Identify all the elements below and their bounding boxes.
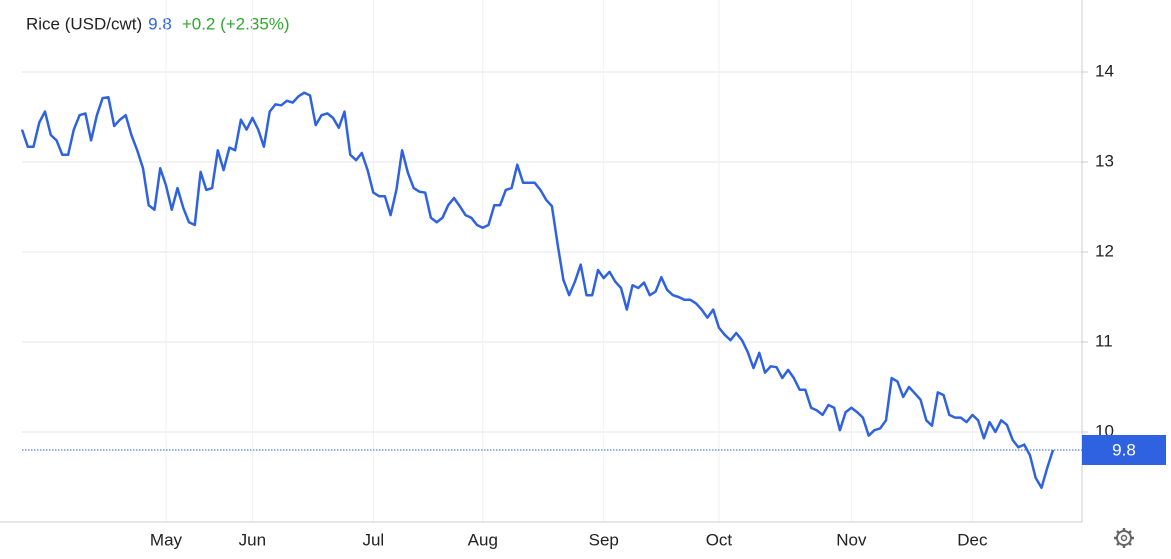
chart-title: Rice (USD/cwt) <box>26 14 142 33</box>
price-line <box>20 91 1055 490</box>
x-tick-label: May <box>150 530 183 549</box>
y-tick-label: 11 <box>1095 331 1113 350</box>
gear-hub <box>1120 534 1128 542</box>
x-tick-label: Dec <box>957 530 988 549</box>
x-tick-label: Jun <box>239 530 266 549</box>
x-tick-label: Jul <box>362 530 384 549</box>
x-tick-label: Aug <box>468 530 498 549</box>
y-tick-label: 13 <box>1095 151 1114 170</box>
y-tick-label: 14 <box>1095 61 1114 80</box>
x-tick-label: Sep <box>589 530 619 549</box>
header-change: +0.2 (+2.35%) <box>182 14 290 33</box>
gear-teeth <box>1114 528 1134 548</box>
x-tick-label: Oct <box>706 530 733 549</box>
y-tick-label: 12 <box>1095 241 1114 260</box>
settings-icon[interactable] <box>1114 528 1134 548</box>
last-price-label: 9.8 <box>1112 440 1136 459</box>
x-tick-label: Nov <box>836 530 867 549</box>
last-price-box <box>1082 435 1166 465</box>
header-price: 9.8 <box>148 14 172 33</box>
